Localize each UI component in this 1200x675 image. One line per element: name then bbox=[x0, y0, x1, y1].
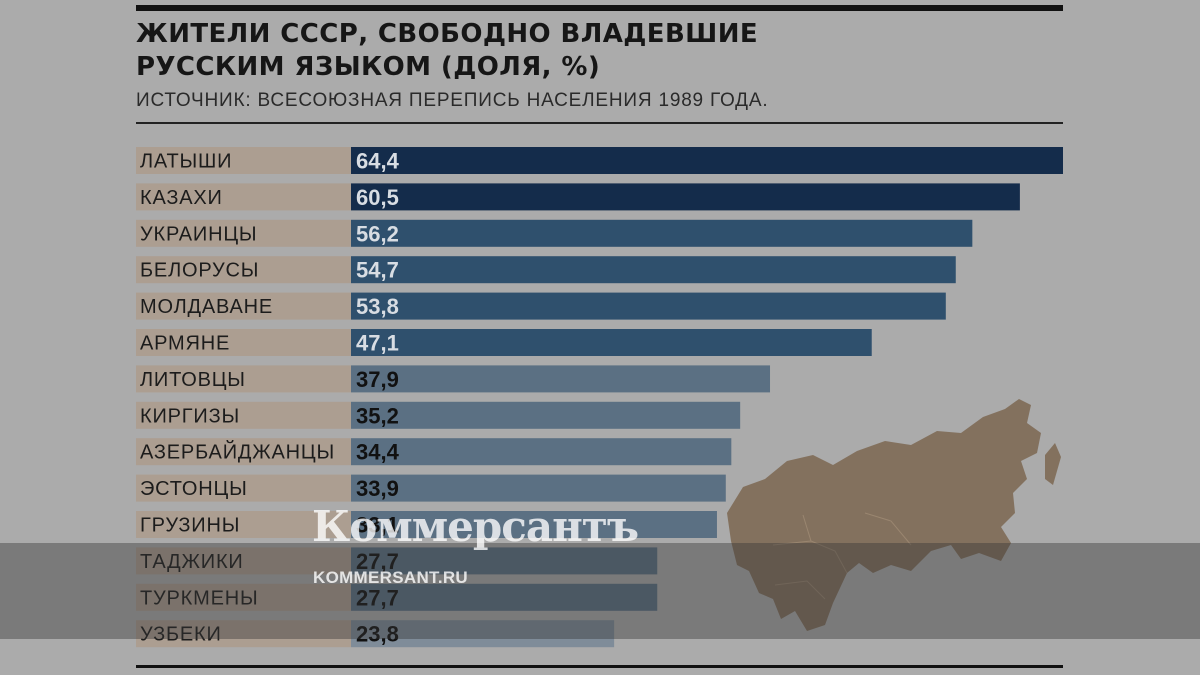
value-label: 35,2 bbox=[356, 403, 399, 428]
category-band bbox=[136, 620, 351, 648]
bar bbox=[351, 365, 771, 393]
chart-title-line-2: РУССКИМ ЯЗЫКОМ (ДОЛЯ, %) bbox=[136, 52, 601, 82]
category-band bbox=[136, 547, 351, 575]
category-label: ЭСТОНЦЫ bbox=[140, 478, 248, 500]
header-rule bbox=[136, 122, 1063, 124]
bar bbox=[351, 292, 946, 320]
watermark-logo: Коммерсантъ bbox=[312, 502, 639, 551]
bar bbox=[351, 511, 717, 538]
value-label: 33,1 bbox=[356, 513, 399, 538]
category-band bbox=[136, 256, 351, 284]
value-label: 27,7 bbox=[356, 585, 399, 610]
chart-title: ЖИТЕЛИ СССР, СВОБОДНО ВЛАДЕВШИЕ РУССКИМ … bbox=[136, 18, 1036, 84]
chart-title-line-1: ЖИТЕЛИ СССР, СВОБОДНО ВЛАДЕВШИЕ bbox=[136, 19, 759, 49]
bottom-rule bbox=[136, 665, 1063, 668]
value-label: 54,7 bbox=[356, 258, 399, 283]
category-band bbox=[136, 401, 351, 429]
category-band bbox=[136, 329, 351, 356]
category-band bbox=[136, 511, 351, 538]
category-label: ТУРКМЕНЫ bbox=[140, 587, 258, 609]
value-label: 47,1 bbox=[356, 331, 399, 356]
category-label: АРМЯНЕ bbox=[140, 333, 230, 355]
category-band bbox=[136, 147, 351, 174]
category-label: ЛАТЫШИ bbox=[140, 151, 232, 173]
value-label: 56,2 bbox=[356, 221, 399, 246]
category-label: ГРУЗИНЫ bbox=[140, 515, 240, 537]
category-label: УЗБЕКИ bbox=[140, 624, 222, 646]
category-label: БЕЛОРУСЫ bbox=[140, 260, 259, 282]
bar bbox=[351, 329, 872, 356]
bar bbox=[351, 547, 658, 575]
category-band bbox=[136, 474, 351, 502]
category-band bbox=[136, 365, 351, 393]
bar bbox=[351, 583, 658, 611]
category-band bbox=[136, 292, 351, 320]
bar bbox=[351, 474, 726, 502]
bar bbox=[351, 256, 956, 284]
bar bbox=[351, 147, 1063, 174]
value-label: 33,9 bbox=[356, 476, 399, 501]
category-label: ТАДЖИКИ bbox=[140, 551, 244, 573]
value-label: 60,5 bbox=[356, 185, 399, 210]
chart-source: ИСТОЧНИК: ВСЕСОЮЗНАЯ ПЕРЕПИСЬ НАСЕЛЕНИЯ … bbox=[136, 90, 769, 111]
bar bbox=[351, 183, 1020, 211]
category-band bbox=[136, 219, 351, 247]
category-label: АЗЕРБАЙДЖАНЦЫ bbox=[140, 440, 335, 464]
category-label: УКРАИНЦЫ bbox=[140, 223, 257, 245]
category-label: КАЗАХИ bbox=[140, 187, 223, 209]
category-label: КИРГИЗЫ bbox=[140, 405, 240, 427]
value-label: 27,7 bbox=[356, 549, 399, 574]
value-label: 23,8 bbox=[356, 622, 399, 647]
value-label: 53,8 bbox=[356, 294, 399, 319]
category-band bbox=[136, 183, 351, 211]
value-label: 37,9 bbox=[356, 367, 399, 392]
category-label: МОЛДАВАНЕ bbox=[140, 296, 273, 318]
top-rule bbox=[136, 5, 1063, 11]
bar bbox=[351, 438, 732, 466]
category-band bbox=[136, 438, 351, 466]
bar bbox=[351, 219, 973, 247]
category-label: ЛИТОВЦЫ bbox=[140, 369, 246, 391]
bar bbox=[351, 620, 615, 648]
watermark-band bbox=[0, 543, 1200, 639]
watermark-url: KOMMERSANT.RU bbox=[313, 568, 469, 587]
category-band bbox=[136, 583, 351, 611]
bar bbox=[351, 401, 741, 429]
value-label: 34,4 bbox=[356, 440, 400, 465]
value-label: 64,4 bbox=[356, 149, 400, 174]
ussr-map-icon bbox=[727, 399, 1061, 631]
